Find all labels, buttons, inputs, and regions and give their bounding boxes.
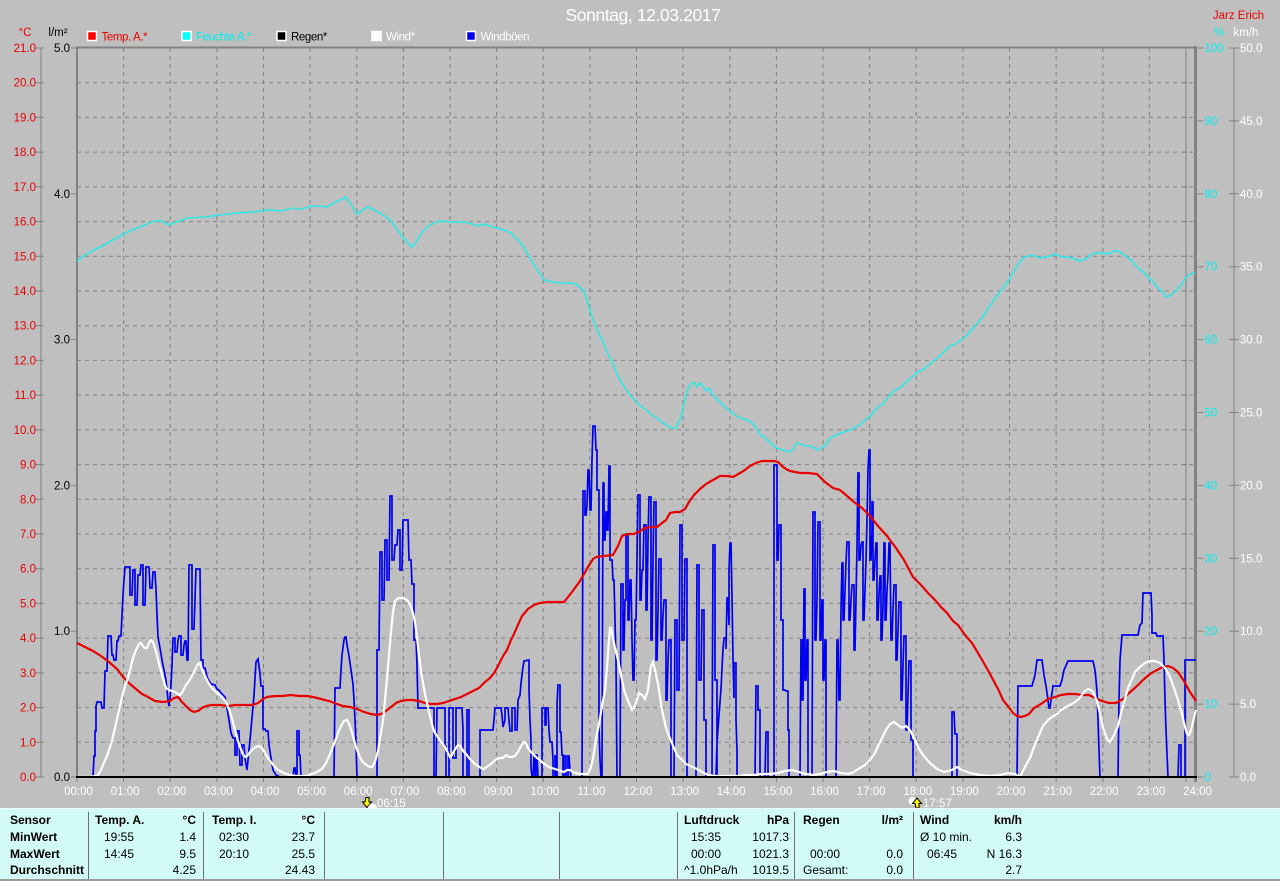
svg-text:0.0: 0.0 (54, 772, 70, 784)
svg-text:Regen*: Regen* (291, 32, 328, 44)
svg-text:l/m²: l/m² (48, 27, 67, 39)
svg-text:2.0: 2.0 (20, 703, 36, 715)
svg-text:17.0: 17.0 (14, 182, 36, 194)
svg-text:10.0: 10.0 (14, 425, 36, 437)
svg-text:21:00: 21:00 (1043, 786, 1072, 798)
svg-text:20.0: 20.0 (14, 78, 36, 90)
svg-text:%: % (1214, 27, 1224, 39)
svg-text:23:00: 23:00 (1137, 786, 1166, 798)
svg-text:5.0: 5.0 (20, 598, 36, 610)
svg-text:10: 10 (1205, 699, 1218, 711)
svg-text:8.0: 8.0 (20, 494, 36, 506)
svg-text:4.0: 4.0 (54, 189, 70, 201)
svg-text:16.0: 16.0 (14, 217, 36, 229)
svg-text:15:00: 15:00 (764, 786, 793, 798)
svg-text:2.0: 2.0 (54, 480, 70, 492)
svg-text:01:00: 01:00 (111, 786, 140, 798)
svg-text:50.0: 50.0 (1240, 43, 1262, 55)
svg-text:5.0: 5.0 (54, 43, 70, 55)
svg-text:10:00: 10:00 (530, 786, 559, 798)
svg-text:Wind*: Wind* (386, 32, 416, 44)
svg-text:0.0: 0.0 (20, 772, 36, 784)
svg-text:03:00: 03:00 (204, 786, 233, 798)
svg-text:19.0: 19.0 (14, 112, 36, 124)
svg-text:11:00: 11:00 (577, 786, 605, 798)
svg-text:25.0: 25.0 (1240, 408, 1262, 420)
svg-text:13.0: 13.0 (14, 321, 36, 333)
svg-text:12:00: 12:00 (624, 786, 653, 798)
svg-text:06:00: 06:00 (344, 786, 373, 798)
svg-text:9.0: 9.0 (20, 460, 36, 472)
svg-text:Feuchte A.*: Feuchte A.* (196, 32, 252, 44)
svg-text:05:00: 05:00 (297, 786, 326, 798)
svg-text:12.0: 12.0 (14, 355, 36, 367)
svg-text:00:00: 00:00 (64, 786, 93, 798)
svg-text:1.0: 1.0 (54, 626, 70, 638)
svg-text:Jarz Erich: Jarz Erich (1213, 10, 1264, 22)
svg-text:3.0: 3.0 (54, 335, 70, 347)
svg-text:07:00: 07:00 (391, 786, 420, 798)
svg-text:17:57: 17:57 (923, 798, 952, 810)
svg-text:Temp. A.*: Temp. A.* (102, 32, 149, 44)
svg-text:35.0: 35.0 (1240, 262, 1262, 274)
svg-text:15.0: 15.0 (1240, 553, 1262, 565)
svg-text:20:00: 20:00 (997, 786, 1026, 798)
svg-text:30: 30 (1205, 553, 1218, 565)
svg-text:17:00: 17:00 (857, 786, 886, 798)
svg-text:70: 70 (1205, 262, 1218, 274)
svg-text:1.0: 1.0 (20, 737, 36, 749)
svg-text:km/h: km/h (1234, 27, 1259, 39)
svg-text:20.0: 20.0 (1240, 480, 1262, 492)
svg-text:5.0: 5.0 (1240, 699, 1256, 711)
svg-text:80: 80 (1205, 189, 1218, 201)
svg-text:100: 100 (1205, 43, 1224, 55)
svg-text:11.0: 11.0 (14, 390, 36, 402)
svg-text:Sonntag, 12.03.2017: Sonntag, 12.03.2017 (566, 5, 721, 25)
svg-text:15.0: 15.0 (14, 251, 36, 263)
svg-text:24:00: 24:00 (1183, 786, 1212, 798)
svg-text:0: 0 (1205, 772, 1211, 784)
svg-text:10.0: 10.0 (1240, 626, 1262, 638)
svg-text:18:00: 18:00 (903, 786, 932, 798)
svg-text:3.0: 3.0 (20, 668, 36, 680)
svg-text:19:00: 19:00 (950, 786, 979, 798)
svg-text:14:00: 14:00 (717, 786, 746, 798)
svg-text:60: 60 (1205, 335, 1218, 347)
svg-text:06:15: 06:15 (377, 798, 406, 810)
svg-text:18.0: 18.0 (14, 147, 36, 159)
svg-text:30.0: 30.0 (1240, 335, 1262, 347)
svg-text:02:00: 02:00 (157, 786, 186, 798)
svg-text:13:00: 13:00 (670, 786, 699, 798)
svg-text:20: 20 (1205, 626, 1218, 638)
svg-text:7.0: 7.0 (20, 529, 36, 541)
svg-text:09:00: 09:00 (484, 786, 513, 798)
svg-text:04:00: 04:00 (251, 786, 280, 798)
svg-text:Windböen: Windböen (481, 32, 530, 44)
svg-text:14.0: 14.0 (14, 286, 36, 298)
svg-text:21.0: 21.0 (14, 43, 36, 55)
svg-text:08:00: 08:00 (437, 786, 466, 798)
svg-text:0.0: 0.0 (1240, 772, 1256, 784)
svg-text:4.0: 4.0 (20, 633, 36, 645)
svg-text:22:00: 22:00 (1090, 786, 1119, 798)
svg-text:45.0: 45.0 (1240, 116, 1262, 128)
svg-text:90: 90 (1205, 116, 1218, 128)
svg-text:°C: °C (19, 27, 32, 39)
svg-text:16:00: 16:00 (810, 786, 839, 798)
svg-text:40.0: 40.0 (1240, 189, 1262, 201)
svg-text:6.0: 6.0 (20, 564, 36, 576)
svg-text:50: 50 (1205, 408, 1218, 420)
svg-text:40: 40 (1205, 480, 1218, 492)
